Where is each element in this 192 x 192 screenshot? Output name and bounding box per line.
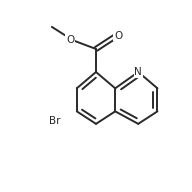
Text: O: O [114, 31, 122, 41]
Text: Br: Br [49, 116, 60, 126]
Text: O: O [66, 35, 74, 45]
Text: N: N [134, 67, 142, 77]
